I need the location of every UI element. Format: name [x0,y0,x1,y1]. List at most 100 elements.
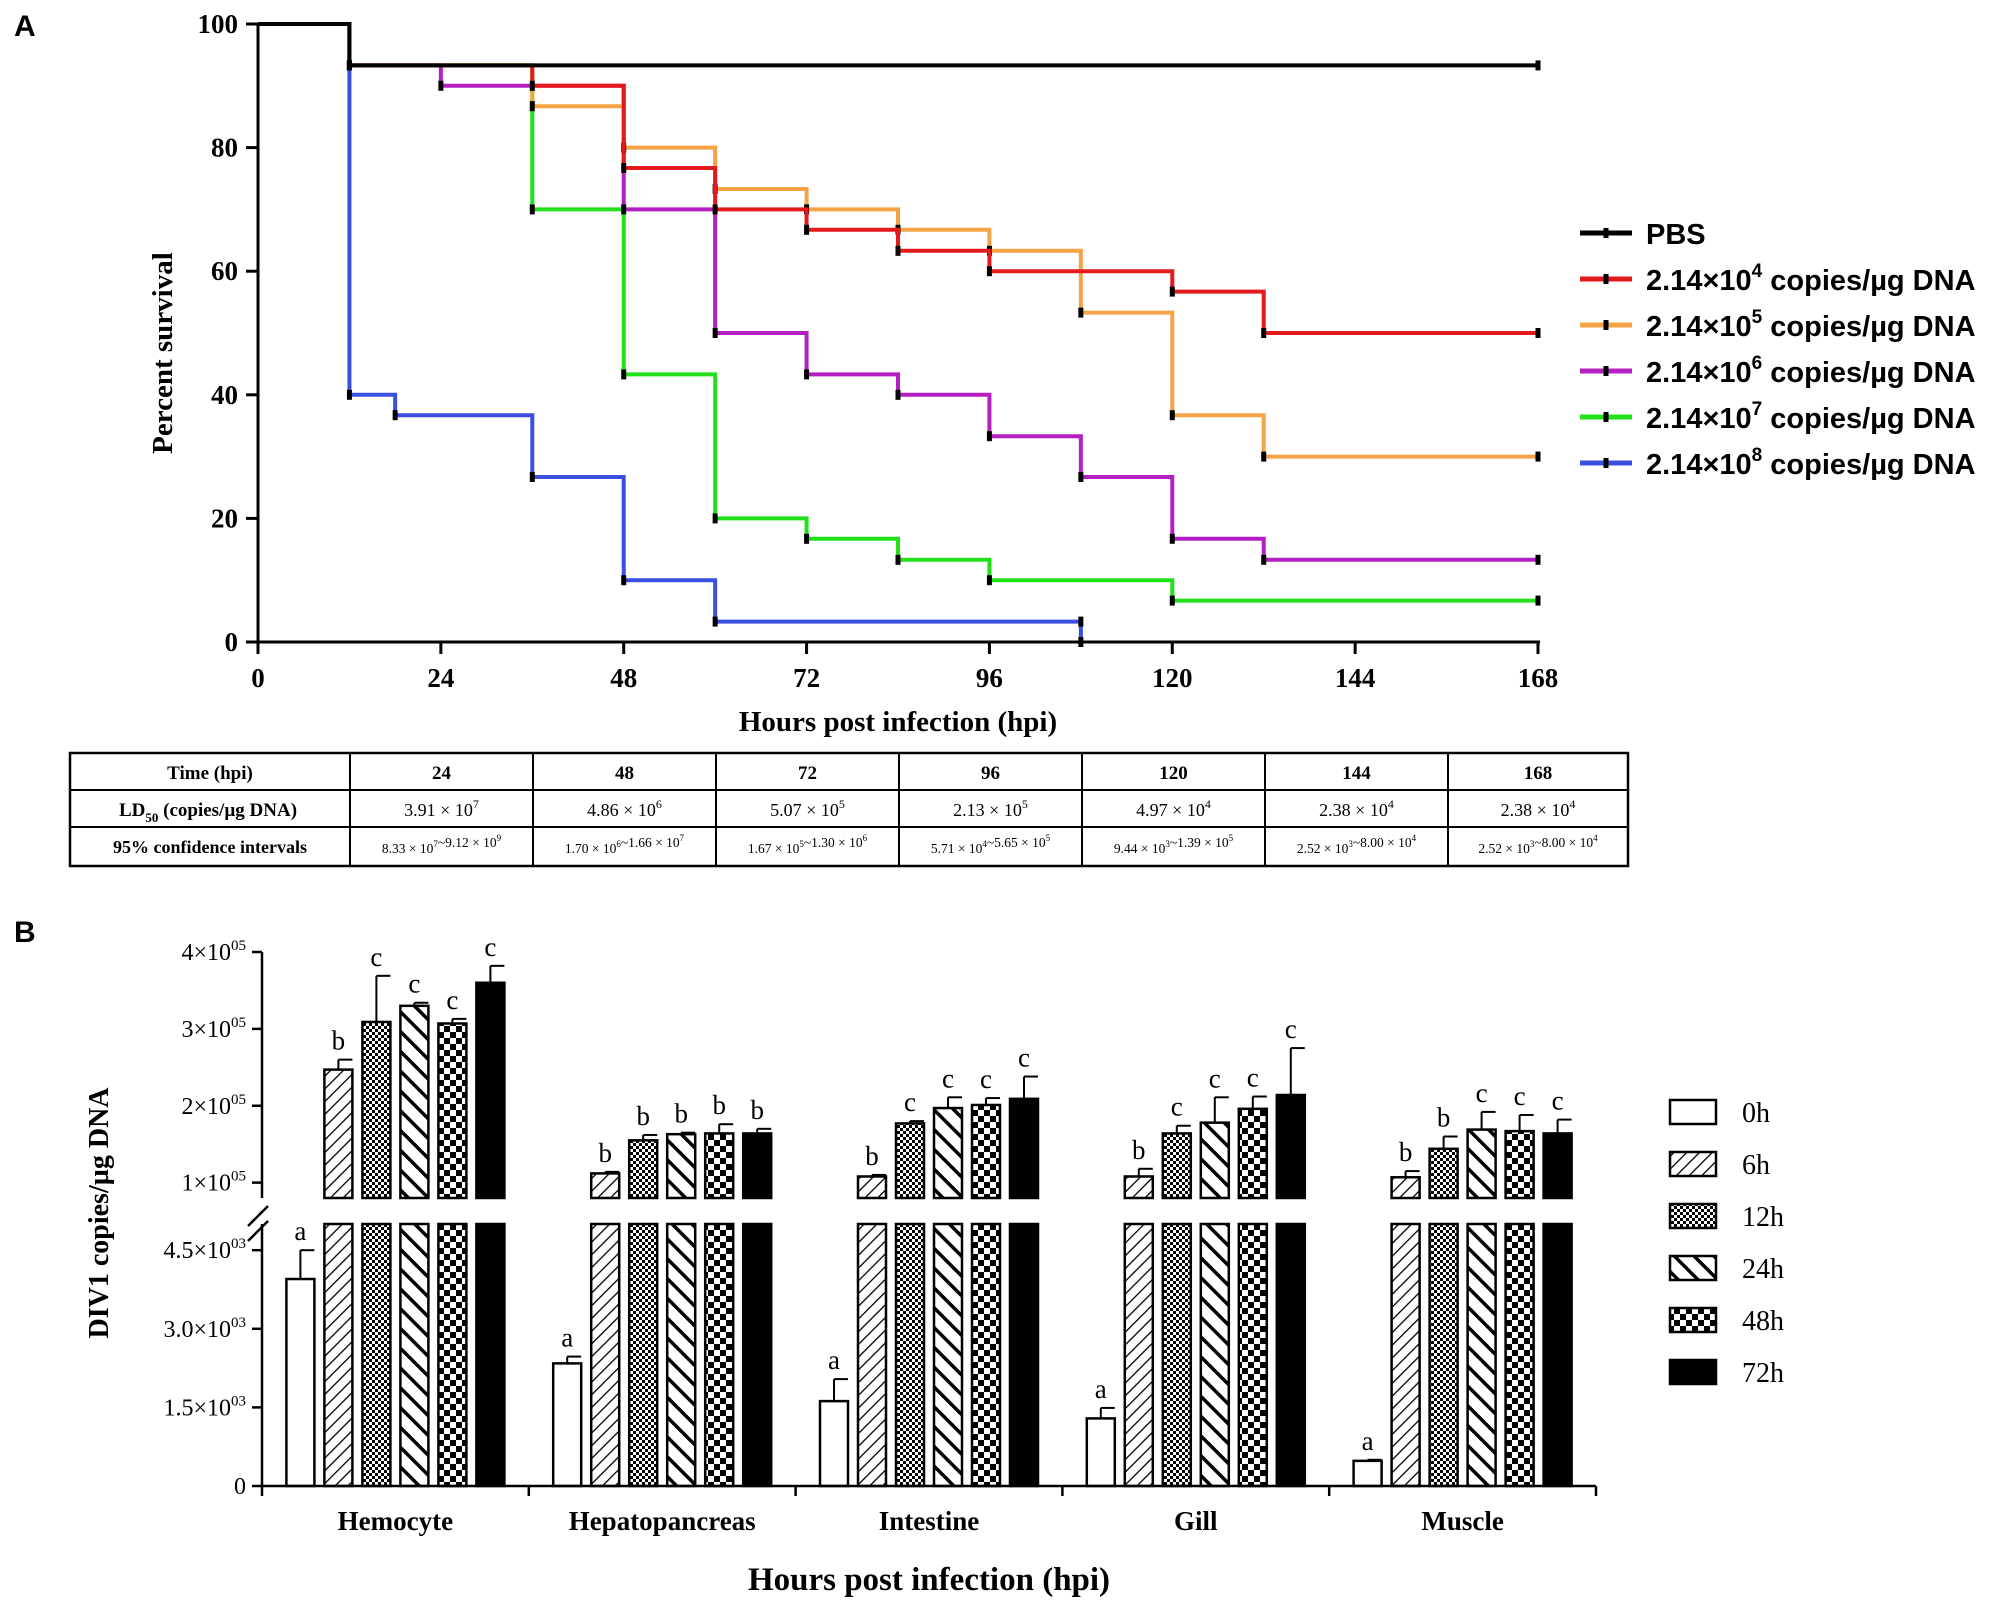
significance-letter: a [294,1216,306,1246]
bar-lower-6h-Muscle [1390,1222,1421,1488]
step-marker [1169,595,1175,606]
table-header-cell: 96 [981,763,1000,784]
bar-lower-12h-Hepatopancreas [627,1222,659,1488]
bar-lower-24h-Hepatopancreas [665,1222,697,1488]
bar-upper-48h-Hemocyte [437,1022,468,1200]
table-cell-ci: 8.33 × 107~9.12 × 109 [382,833,502,856]
step-marker [621,369,627,380]
bar-upper-12h-Hemocyte [361,1020,392,1200]
bar-lower-24h-Intestine [932,1222,964,1488]
legend-swatch-6h [1668,1150,1718,1178]
bar-upper-24h-Muscle [1466,1128,1497,1200]
table-cell-ld50: 2.13 × 105 [953,797,1028,820]
legend-swatch-0h [1668,1098,1718,1126]
legend-swatch-72h [1668,1358,1718,1386]
bar-lower-12h-Intestine [894,1222,926,1488]
bar-lower-6h-Hepatopancreas [589,1222,621,1488]
significance-letter: c [1285,1014,1297,1044]
panel-label-a: A [14,10,36,43]
survival-line-3 [258,22,1538,562]
legend-marker [1603,366,1609,376]
legend-swatch-24h [1668,1254,1718,1282]
y-tick-label: 1.5×1003 [163,1393,246,1421]
bar-lower-48h-Hemocyte [437,1222,468,1488]
y-tick-label: 20 [211,503,238,533]
bar-upper-6h-Hepatopancreas [589,1172,621,1200]
significance-letter: b [712,1090,726,1120]
x-tick-label: 168 [1518,663,1559,693]
y-tick-label: 60 [211,256,238,286]
axis-break-mark [247,1205,269,1227]
legend-label-48h: 48h [1742,1306,1784,1337]
bar-lower-72h-Gill [1275,1222,1307,1488]
x-tick-label: 72 [793,663,820,693]
bar-lower-24h-Hemocyte [399,1222,430,1488]
bar-upper-72h-Muscle [1542,1132,1573,1200]
step-marker [346,389,352,400]
step-marker [1535,451,1541,462]
table-cell-ci: 1.67 × 105~1.30 × 106 [748,833,868,856]
legend-label-1: 2.14×104 copies/µg DNA [1646,261,1976,297]
x-axis-title: Hours post infection (hpi) [739,706,1057,738]
bar-lower-12h-Muscle [1428,1222,1459,1488]
step-marker [1535,595,1541,606]
bar-lower-48h-Intestine [970,1222,1002,1488]
bar-upper-24h-Intestine [932,1106,964,1200]
significance-letter: b [750,1095,764,1125]
y-tick-label: 40 [211,380,238,410]
legend-label-2: 2.14×105 copies/µg DNA [1646,307,1976,343]
step-marker [895,389,901,400]
y-tick-label: 80 [211,133,238,163]
table-header-cell: 120 [1159,763,1188,784]
bar-upper-72h-Intestine [1008,1097,1040,1200]
y-tick-label: 3.0×1003 [163,1315,246,1343]
bar-upper-6h-Muscle [1390,1175,1421,1200]
x-axis-title: Hours post infection (hpi) [748,1562,1110,1598]
survival-line-1 [258,22,1538,335]
step-marker [1169,410,1175,421]
step-marker [712,513,718,524]
table-cell-ci: 2.52 × 103~8.00 × 104 [1478,833,1598,856]
step-marker [712,204,718,215]
axis-break-mark [247,1220,269,1242]
survival-line-5 [258,22,1083,642]
step-marker [621,162,627,173]
step-marker [1535,60,1541,71]
significance-letter: c [980,1064,992,1094]
significance-letter: c [484,932,496,962]
step-marker [392,410,398,421]
bar-0h-Hemocyte [285,1277,316,1488]
bar-lower-6h-Hemocyte [323,1222,354,1488]
significance-letter: a [561,1323,573,1353]
survival-line-0 [258,22,1538,68]
bar-upper-24h-Gill [1199,1121,1231,1200]
table-row-label-ci: 95% confidence intervals [113,837,307,857]
category-label: Muscle [1421,1506,1503,1536]
legend-marker [1603,458,1609,468]
step-marker [986,266,992,277]
legend-label-0h: 0h [1742,1098,1770,1129]
category-label: Hemocyte [338,1506,453,1536]
step-marker [1261,451,1267,462]
significance-letter: c [1247,1063,1259,1093]
significance-letter: c [1552,1086,1564,1116]
table-header-cell: 144 [1342,763,1371,784]
bar-lower-24h-Gill [1199,1222,1231,1488]
step-marker [529,101,535,112]
step-marker [1078,307,1084,318]
table-header-cell: 72 [798,763,817,784]
legend-label-72h: 72h [1742,1358,1784,1389]
survival-line-4 [258,22,1538,603]
bar-lower-72h-Muscle [1542,1222,1573,1488]
significance-letter: a [828,1345,840,1375]
step-marker [712,328,718,338]
significance-letter: c [904,1087,916,1117]
legend-label-0: PBS [1646,219,1706,251]
bar-upper-6h-Gill [1123,1175,1155,1200]
table-cell-ci: 9.44 × 103~1.39 × 105 [1114,833,1234,856]
step-marker [986,431,992,442]
legend-marker [1603,274,1609,284]
table-header-cell: 168 [1524,763,1553,784]
step-marker [804,369,810,380]
